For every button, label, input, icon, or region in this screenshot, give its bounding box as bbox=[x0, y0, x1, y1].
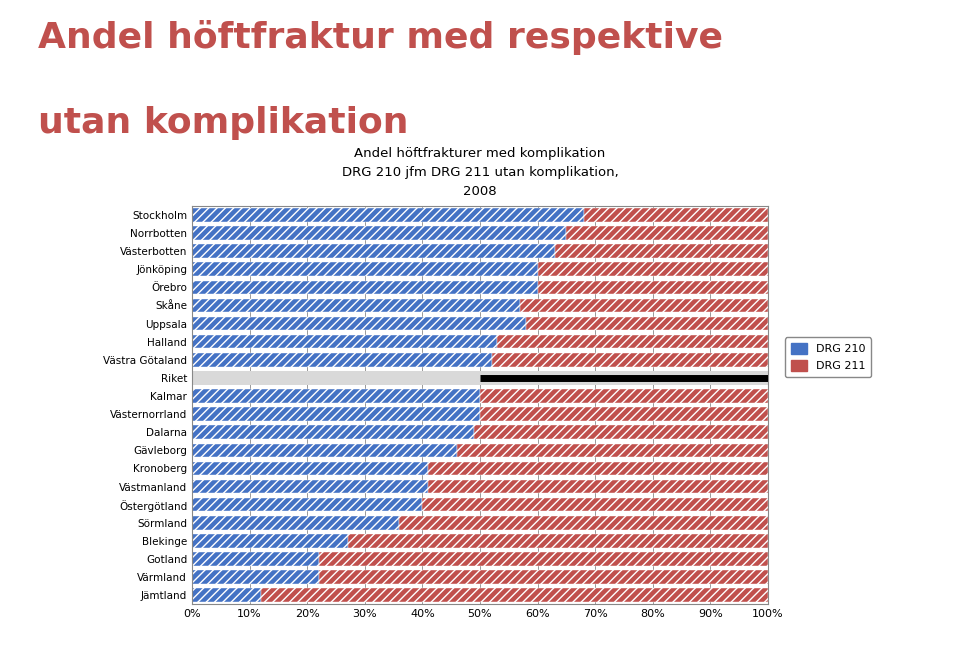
Bar bbox=[192, 299, 520, 312]
Bar bbox=[192, 244, 555, 258]
Bar bbox=[319, 552, 768, 566]
Bar bbox=[192, 498, 422, 511]
Bar bbox=[538, 280, 768, 294]
Bar bbox=[261, 588, 768, 602]
Bar bbox=[457, 444, 768, 457]
Bar bbox=[492, 353, 768, 367]
Bar bbox=[192, 335, 497, 349]
Bar bbox=[192, 461, 428, 475]
Bar bbox=[566, 226, 768, 240]
Bar bbox=[520, 299, 768, 312]
Bar bbox=[584, 208, 768, 222]
Bar bbox=[192, 389, 480, 403]
Bar bbox=[497, 335, 768, 349]
Text: Andel höftfraktur med respektive: Andel höftfraktur med respektive bbox=[38, 20, 724, 55]
Bar bbox=[474, 426, 768, 439]
Text: utan komplikation: utan komplikation bbox=[38, 106, 409, 140]
Bar bbox=[399, 516, 768, 530]
Bar bbox=[428, 461, 768, 475]
Bar bbox=[538, 262, 768, 276]
Bar bbox=[192, 226, 566, 240]
Bar bbox=[480, 407, 768, 421]
Bar bbox=[192, 317, 526, 330]
Bar bbox=[192, 570, 319, 584]
Bar bbox=[192, 208, 584, 222]
Legend: DRG 210, DRG 211: DRG 210, DRG 211 bbox=[785, 337, 872, 377]
Bar bbox=[192, 552, 319, 566]
Bar bbox=[526, 317, 768, 330]
Bar bbox=[192, 280, 538, 294]
Bar bbox=[192, 426, 474, 439]
Title: Andel höftfrakturer med komplikation
DRG 210 jfm DRG 211 utan komplikation,
2008: Andel höftfrakturer med komplikation DRG… bbox=[342, 147, 618, 198]
Bar bbox=[480, 389, 768, 403]
Bar bbox=[192, 444, 457, 457]
Bar bbox=[555, 244, 768, 258]
Bar bbox=[192, 588, 261, 602]
Bar bbox=[348, 534, 768, 548]
Bar bbox=[192, 407, 480, 421]
Bar bbox=[192, 534, 348, 548]
Bar bbox=[319, 570, 768, 584]
Bar bbox=[192, 371, 768, 384]
Bar bbox=[192, 516, 399, 530]
Bar bbox=[192, 262, 538, 276]
Bar bbox=[422, 498, 768, 511]
Bar bbox=[192, 353, 492, 367]
Bar bbox=[428, 479, 768, 493]
Bar bbox=[192, 479, 428, 493]
